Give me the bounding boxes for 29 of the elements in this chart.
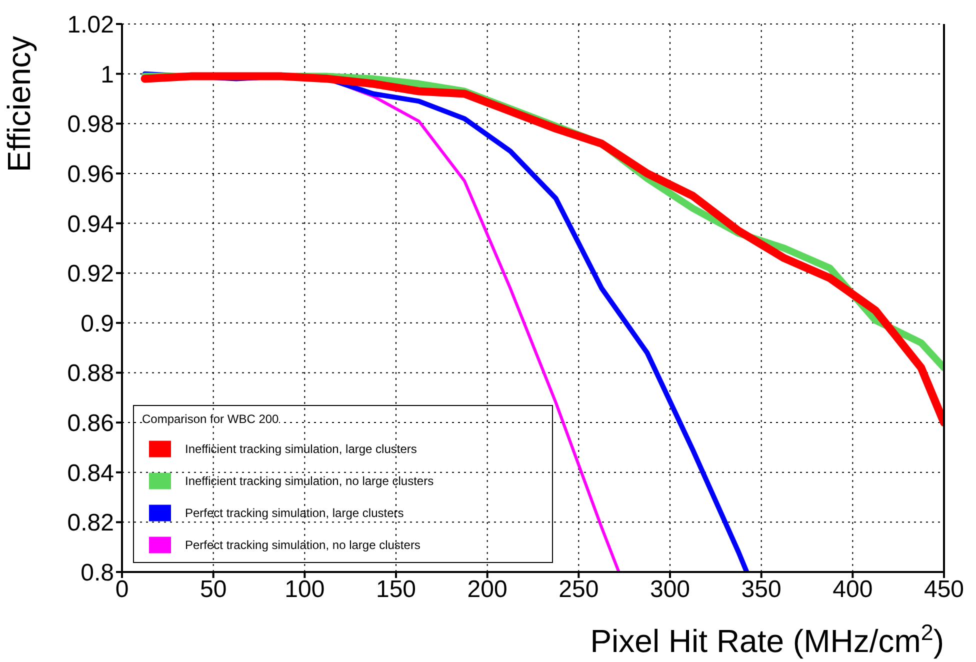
y-tick-label: 0.8 xyxy=(80,560,114,587)
x-tick-label: 350 xyxy=(741,576,782,604)
legend-title: Comparison for WBC 200 xyxy=(142,412,279,426)
y-tick-label: 0.86 xyxy=(67,410,114,438)
legend-label: Perfect tracking simulation, no large clusters xyxy=(185,538,420,552)
y-tick-label: 0.96 xyxy=(67,160,114,188)
y-tick-label: 1 xyxy=(100,61,114,88)
y-tick-label: 0.88 xyxy=(67,360,114,388)
y-tick-label: 1.02 xyxy=(67,12,114,39)
y-tick-label: 0.84 xyxy=(67,460,114,487)
x-tick-label: 300 xyxy=(650,576,690,604)
x-tick-label: 400 xyxy=(832,576,873,604)
legend-label: Inefficient tracking simulation, no large clusters xyxy=(185,474,434,488)
y-tick-label: 0.94 xyxy=(67,210,114,238)
x-tick-label: 50 xyxy=(200,576,227,604)
x-tick-label: 450 xyxy=(924,576,964,604)
y-tick-label: 0.82 xyxy=(67,510,114,537)
x-tick-label: 150 xyxy=(376,576,416,604)
x-tick-label: 0 xyxy=(115,576,129,604)
x-tick-label: 100 xyxy=(284,576,325,604)
legend-label: Inefficient tracking simulation, large clusters xyxy=(185,442,417,456)
y-tick-label: 0.92 xyxy=(67,260,114,288)
x-tick-label: 250 xyxy=(558,576,599,604)
y-tick-label: 0.98 xyxy=(67,111,114,138)
y-axis-title: Efficiency xyxy=(1,36,37,172)
x-axis-title: Pixel Hit Rate (MHz/cm$^{2}$) xyxy=(590,620,944,659)
legend-label: Perfect tracking simulation, large clusters xyxy=(185,506,404,520)
x-tick-label: 200 xyxy=(467,576,508,604)
y-tick-label: 0.9 xyxy=(80,310,114,338)
